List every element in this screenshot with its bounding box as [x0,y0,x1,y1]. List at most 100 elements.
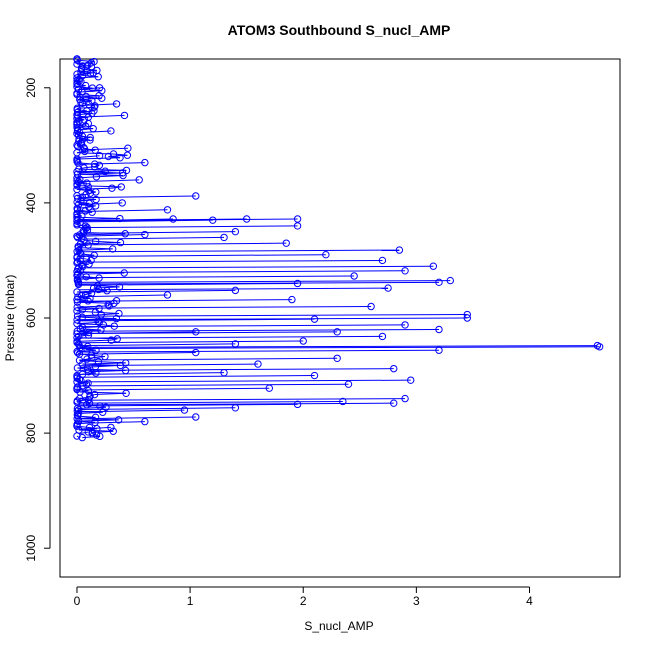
data-point [75,77,83,85]
series-line-segment [79,314,468,317]
series-line-segment [77,173,124,176]
data-point [192,328,200,336]
series-line-segment [76,275,87,278]
series-line-segment [79,372,225,375]
data-point [84,119,92,128]
series-line-segment [79,195,196,199]
data-point [84,428,92,436]
data-point [390,364,398,373]
data-point [378,256,387,265]
data-point [107,423,115,432]
data-point [180,406,189,414]
data-point [118,199,126,207]
data-point [192,348,200,357]
series-line-segment [94,392,127,396]
data-point [73,432,81,440]
series-line-segment [79,110,94,114]
series-line-segment [79,345,598,348]
series-line-segment [79,282,298,286]
data-point [367,302,375,311]
series-line-segment [77,185,122,188]
series-line-segment [76,236,79,238]
data-point [339,397,347,406]
series-line-segment [76,386,78,389]
series-line-segment [91,356,106,359]
series-line-segment [77,209,86,212]
series-line-segment [79,421,145,424]
data-point [107,127,115,135]
series-line-segment [79,349,439,353]
series-line-segment [79,122,89,126]
data-point [333,354,341,362]
series-line-segment [86,382,89,385]
series-line-segment [76,143,82,146]
series-line-segment [79,368,394,371]
data-point [333,328,341,336]
data-point [112,100,121,108]
series-line-segment [79,294,168,298]
series-line-segment [77,352,80,355]
data-point [265,384,273,392]
series-line-segment [79,379,411,383]
series-line-segment [78,419,119,422]
series-line-segment [80,242,121,245]
data-point [84,183,92,191]
series-line-segment [79,402,394,406]
series-line-segment [76,182,87,185]
data-point [141,230,149,239]
y-tick-label: 1000 [24,535,38,562]
series-line-segment [78,248,113,251]
series-line-segment [79,324,406,328]
data-point [344,380,353,388]
series-line-segment [79,340,304,344]
data-point [92,431,101,439]
data-point [81,147,89,156]
series-line-segment [79,331,196,335]
series-line-segment [79,249,400,253]
series-line-segment [111,186,122,189]
series-line-segment [76,112,92,116]
series-line-segment [79,231,236,234]
data-point [85,260,93,268]
series-line-segment [79,391,127,394]
data-point [192,192,200,200]
series-line-segment [79,242,287,246]
series-line-segment [79,234,145,237]
series-line-segment [77,406,106,409]
series-line-segment [76,413,79,416]
data-point [120,111,129,120]
data-point [82,92,90,101]
series-line-segment [76,133,79,136]
data-point [83,355,91,363]
y-axis: 200 400 600 800 1000 [24,77,51,562]
data-point [293,400,302,409]
data-point [463,310,471,319]
data-point [86,189,95,197]
series-line-segment [79,225,298,229]
series-line-segment [79,275,355,279]
data-point [141,417,149,426]
series-line-segment [83,166,95,169]
series-line-segment [93,105,96,108]
series-line-segment [79,375,315,378]
data-point [463,314,471,322]
series-line-segment [79,416,196,420]
series-line-segment [79,270,406,274]
data-point [86,69,95,78]
data-point [73,141,81,149]
data-point [73,205,82,214]
data-point [192,413,200,421]
series-line-segment [76,323,104,326]
data-point [95,151,104,160]
data-point [288,295,296,304]
data-point [209,216,217,224]
y-axis-label: Pressure (mbar) [3,275,17,362]
data-point [446,276,455,285]
series-line-segment [79,219,213,223]
data-point [401,394,409,403]
data-point [90,107,98,115]
data-point [91,102,99,110]
series-line-segment [76,435,80,439]
series-line-segment [77,206,89,209]
